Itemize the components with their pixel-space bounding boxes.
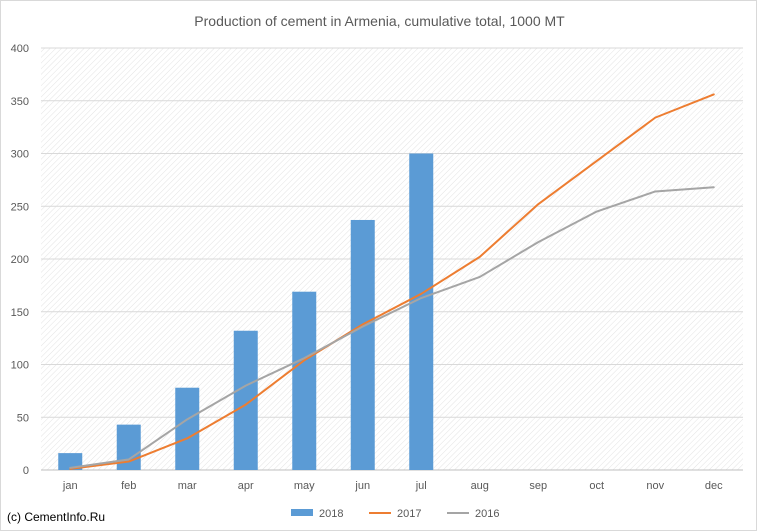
x-tick-label: sep: [529, 480, 547, 492]
legend-swatch: [291, 509, 313, 516]
x-axis: jan feb mar apr may jun jul aug sep oct nov dec: [62, 480, 723, 492]
x-tick-label: dec: [705, 480, 723, 492]
legend-item: 2018: [291, 508, 343, 520]
y-tick-label: 250: [11, 201, 29, 213]
x-tick-label: jun: [354, 480, 370, 492]
bar-series: [58, 153, 434, 470]
legend-label: 2016: [475, 508, 499, 520]
x-tick-label: may: [294, 480, 315, 492]
bar: [233, 330, 258, 470]
bar: [350, 219, 375, 470]
y-axis: 0 50 100 150 200 250 300 350 400: [11, 43, 29, 477]
legend-label: 2017: [397, 508, 421, 520]
y-tick-label: 300: [11, 149, 29, 161]
legend-item: 2017: [369, 508, 421, 520]
series-line-2016: [69, 186, 715, 469]
x-tick-label: nov: [646, 480, 664, 492]
y-tick-label: 200: [11, 254, 29, 266]
legend: 2018 2017 2016: [291, 508, 499, 520]
y-tick-label: 350: [11, 96, 29, 108]
gridlines: [41, 47, 743, 471]
series-line-2017: [69, 93, 715, 470]
legend-item: 2016: [447, 508, 499, 520]
y-tick-label: 150: [11, 307, 29, 319]
x-tick-label: apr: [238, 480, 254, 492]
y-tick-label: 50: [17, 412, 29, 424]
legend-label: 2018: [319, 508, 343, 520]
x-tick-label: aug: [471, 480, 489, 492]
line-series: [69, 93, 715, 470]
x-tick-label: jul: [415, 480, 427, 492]
y-tick-label: 100: [11, 360, 29, 372]
bar: [292, 291, 317, 470]
y-tick-label: 0: [23, 465, 29, 477]
x-tick-label: feb: [121, 480, 136, 492]
chart-title: Production of cement in Armenia, cumulat…: [194, 13, 565, 29]
bar: [409, 153, 434, 470]
x-tick-label: mar: [178, 480, 197, 492]
x-tick-label: jan: [62, 480, 78, 492]
source-credit: (c) CementInfo.Ru: [7, 510, 106, 524]
bar: [175, 387, 200, 470]
bar: [58, 453, 83, 470]
y-tick-label: 400: [11, 43, 29, 55]
x-tick-label: oct: [589, 480, 604, 492]
